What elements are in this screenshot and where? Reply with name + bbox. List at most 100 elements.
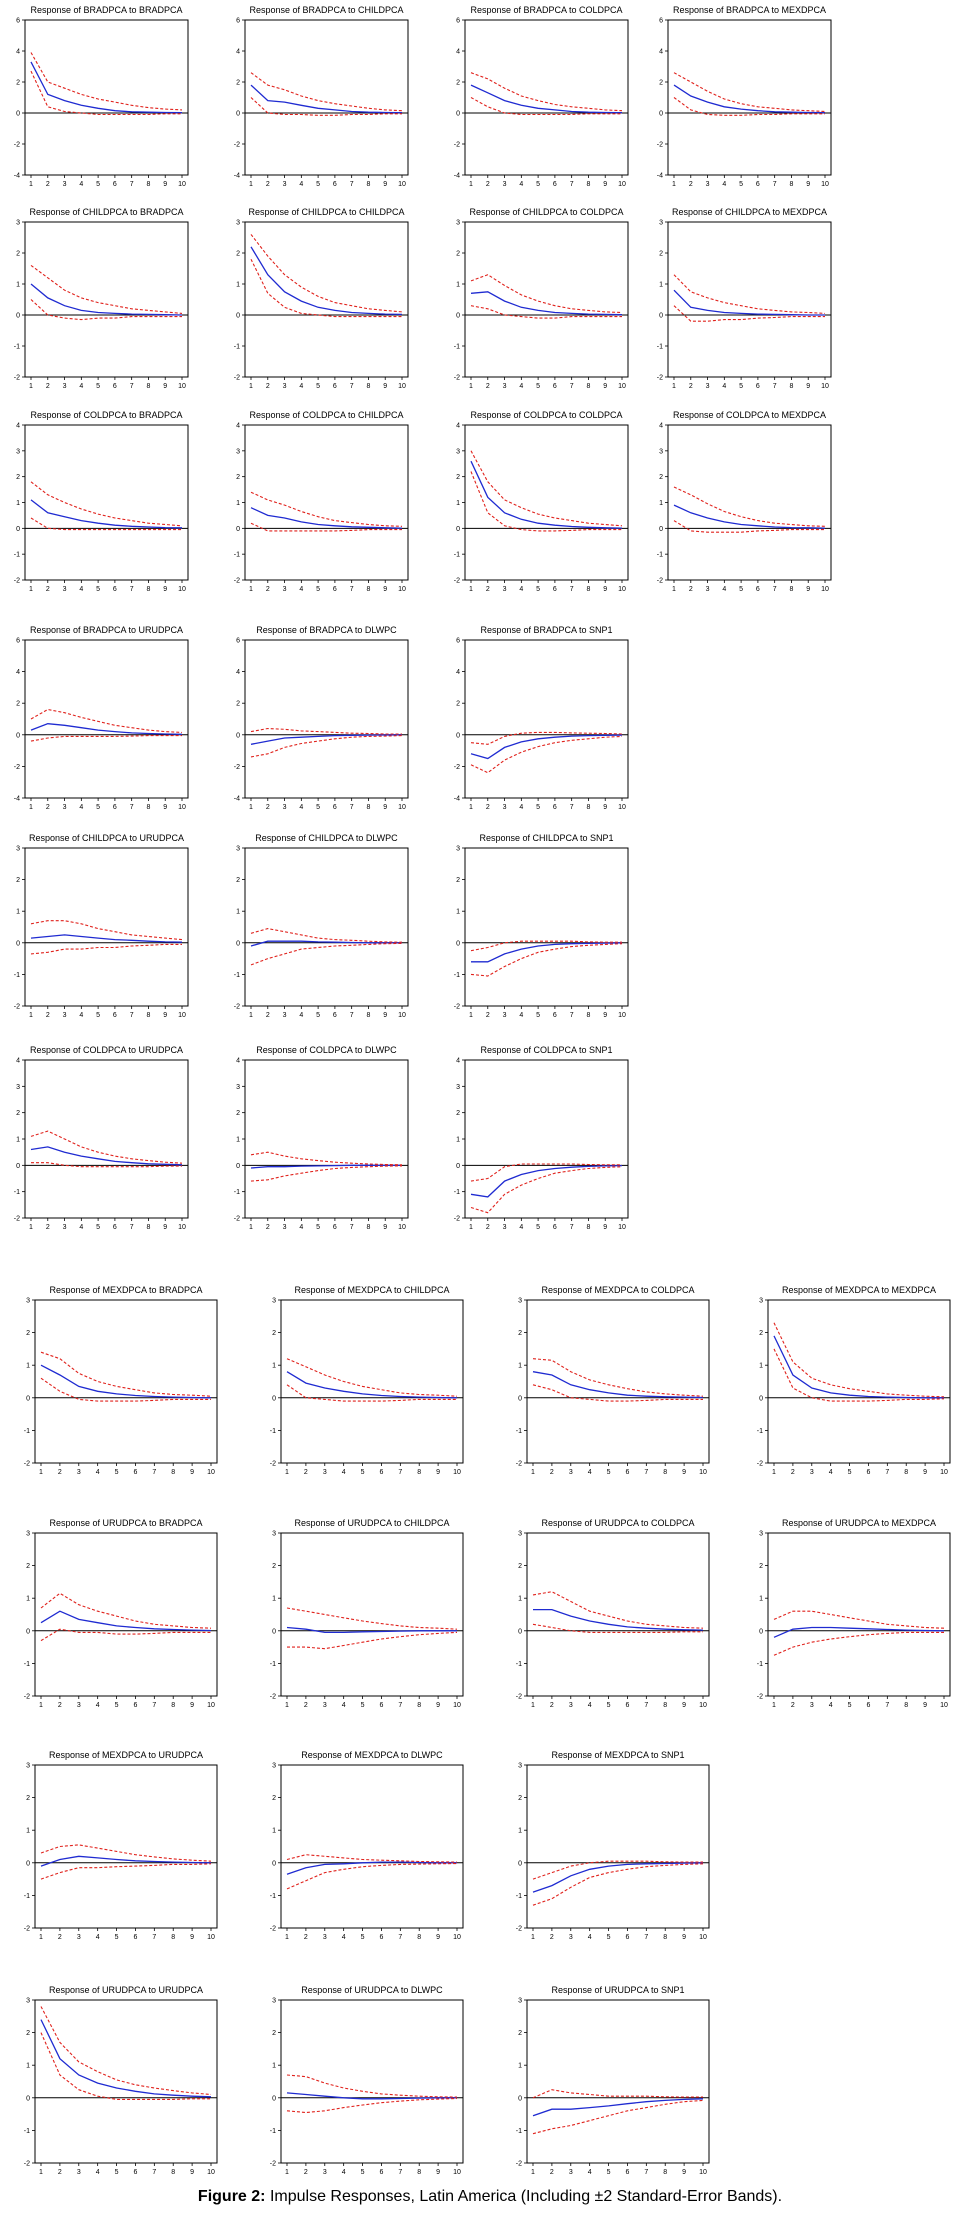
y-tick-label: 3 (456, 1084, 460, 1091)
y-tick-label: 0 (659, 313, 663, 320)
x-tick-label: 7 (130, 181, 134, 188)
x-tick-label: 10 (207, 1702, 215, 1709)
x-tick-label: 10 (398, 1012, 406, 1019)
plot-frame (34, 1999, 218, 2164)
x-tick-label: 5 (607, 1702, 611, 1709)
x-tick-label: 9 (383, 1224, 387, 1231)
x-tick-label: 4 (722, 383, 726, 390)
panel-title: Response of COLDPCA to DLWPC (256, 1045, 397, 1055)
x-tick-label: 5 (115, 1934, 119, 1941)
upper-band-line (286, 1358, 458, 1397)
y-tick-label: 3 (16, 448, 20, 455)
x-tick-label: 1 (39, 2169, 43, 2176)
x-tick-label: 9 (190, 2169, 194, 2176)
plot-frame (24, 19, 189, 176)
plot-frame (767, 1299, 951, 1464)
x-tick-label: 5 (96, 383, 100, 390)
x-tick-label: 8 (586, 586, 590, 593)
x-tick-label: 3 (283, 586, 287, 593)
y-tick-label: 0 (16, 526, 20, 533)
x-tick-label: 2 (689, 383, 693, 390)
x-tick-label: 8 (171, 1702, 175, 1709)
x-tick-label: 6 (553, 586, 557, 593)
x-tick-label: 7 (644, 2169, 648, 2176)
plot-frame (244, 639, 409, 799)
x-tick-label: 7 (398, 1469, 402, 1476)
x-tick-label: 1 (469, 1012, 473, 1019)
irf-panel: Response of CHILDPCA to URUDPCA -2 -1 0 1 2 3 1… (14, 833, 189, 1019)
x-tick-label: 6 (379, 1934, 383, 1941)
lower-band-line (532, 1623, 703, 1633)
x-tick-label: 7 (885, 1702, 889, 1709)
y-tick-label: 2 (16, 80, 20, 87)
lower-band-line (773, 1631, 944, 1656)
y-tick-label: 0 (16, 940, 20, 947)
y-tick-label: -1 (454, 552, 460, 559)
x-tick-label: 4 (519, 804, 523, 811)
y-tick-label: -2 (14, 1216, 20, 1223)
x-tick-label: 8 (146, 1012, 150, 1019)
y-tick-label: -4 (454, 796, 460, 803)
irf-panel: Response of MEXDPCA to CHILDPCA -2 -1 0 1 2 3 1… (270, 1285, 464, 1476)
y-tick-label: -4 (454, 173, 460, 180)
x-tick-label: 4 (722, 586, 726, 593)
y-tick-label: 0 (16, 1163, 20, 1170)
x-tick-label: 7 (130, 586, 134, 593)
response-line (286, 2092, 457, 2100)
panel-title: Response of MEXDPCA to CHILDPCA (294, 1285, 449, 1295)
y-tick-label: 1 (26, 1596, 30, 1603)
response-line (532, 1862, 704, 1893)
x-tick-label: 7 (130, 804, 134, 811)
y-tick-label: 1 (456, 1137, 460, 1144)
x-tick-label: 1 (469, 804, 473, 811)
x-tick-label: 5 (361, 2169, 365, 2176)
y-tick-label: -4 (234, 173, 240, 180)
x-tick-label: 6 (133, 1934, 137, 1941)
y-tick-label: -2 (234, 1004, 240, 1011)
y-tick-label: 1 (659, 282, 663, 289)
y-tick-label: 1 (236, 909, 240, 916)
y-tick-label: 4 (456, 49, 460, 56)
y-tick-label: 2 (272, 2030, 276, 2037)
y-tick-label: 4 (16, 423, 20, 430)
y-tick-label: 2 (759, 1330, 763, 1337)
x-tick-label: 4 (79, 383, 83, 390)
x-tick-label: 9 (603, 383, 607, 390)
x-tick-label: 10 (178, 586, 186, 593)
x-tick-label: 6 (866, 1469, 870, 1476)
lower-band-line (250, 942, 403, 966)
x-tick-label: 1 (39, 1702, 43, 1709)
upper-band-line (250, 491, 403, 527)
x-tick-label: 10 (178, 1224, 186, 1231)
x-tick-label: 7 (773, 181, 777, 188)
panel-title: Response of BRADPCA to COLDPCA (470, 5, 622, 15)
response-line (250, 246, 403, 316)
upper-band-line (250, 928, 403, 943)
y-tick-label: 2 (236, 1110, 240, 1117)
irf-panel: Response of URUDPCA to COLDPCA -2 -1 0 1 2 3 1 2… (516, 1518, 710, 1709)
y-tick-label: 4 (16, 669, 20, 676)
plot-frame (526, 1299, 710, 1464)
x-tick-label: 7 (398, 1702, 402, 1709)
x-tick-label: 6 (625, 1934, 629, 1941)
response-line (30, 61, 183, 114)
panel-title: Response of COLDPCA to COLDPCA (470, 410, 622, 420)
lower-band-line (40, 1377, 211, 1402)
x-tick-label: 2 (689, 181, 693, 188)
y-tick-label: 0 (759, 1628, 763, 1635)
irf-panel: Response of COLDPCA to MEXDPCA -2 -1 0 1 2 3 4 1… (657, 410, 832, 593)
y-tick-label: 2 (272, 1563, 276, 1570)
plot-frame (464, 1059, 629, 1219)
x-tick-label: 9 (383, 586, 387, 593)
y-tick-label: 3 (518, 1998, 522, 2005)
y-tick-label: -2 (454, 1216, 460, 1223)
x-tick-label: 7 (152, 1934, 156, 1941)
x-tick-label: 9 (603, 586, 607, 593)
x-tick-label: 8 (146, 586, 150, 593)
x-tick-label: 6 (333, 1012, 337, 1019)
panel-title: Response of URUDPCA to CHILDPCA (294, 1518, 449, 1528)
y-tick-label: 4 (236, 1058, 240, 1065)
x-tick-label: 9 (682, 1934, 686, 1941)
x-tick-label: 5 (536, 1012, 540, 1019)
plot-frame (280, 1999, 464, 2164)
